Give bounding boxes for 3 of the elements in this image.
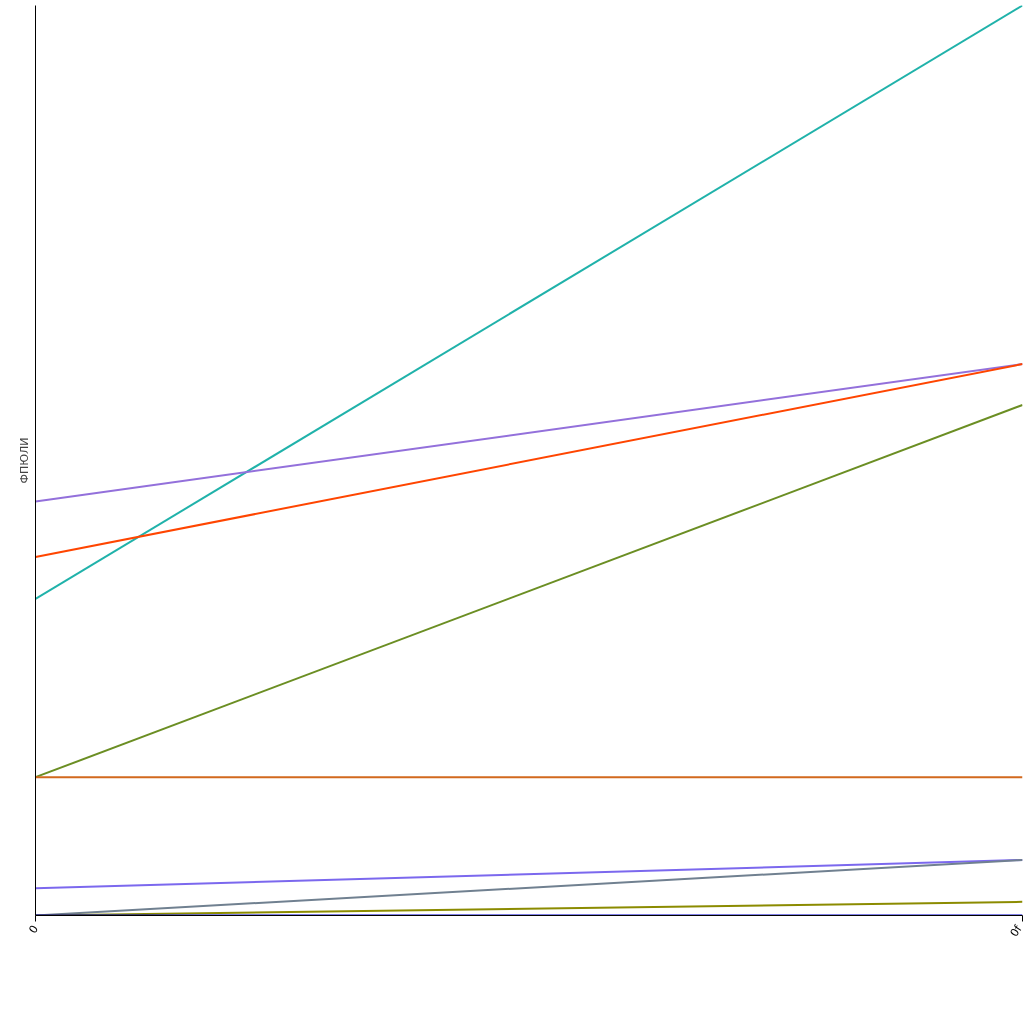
x-tick-label: 0f [1007,922,1024,940]
x-tick-label: 0 [26,922,41,936]
y-axis-title: ФПЮЛИ [17,437,31,484]
